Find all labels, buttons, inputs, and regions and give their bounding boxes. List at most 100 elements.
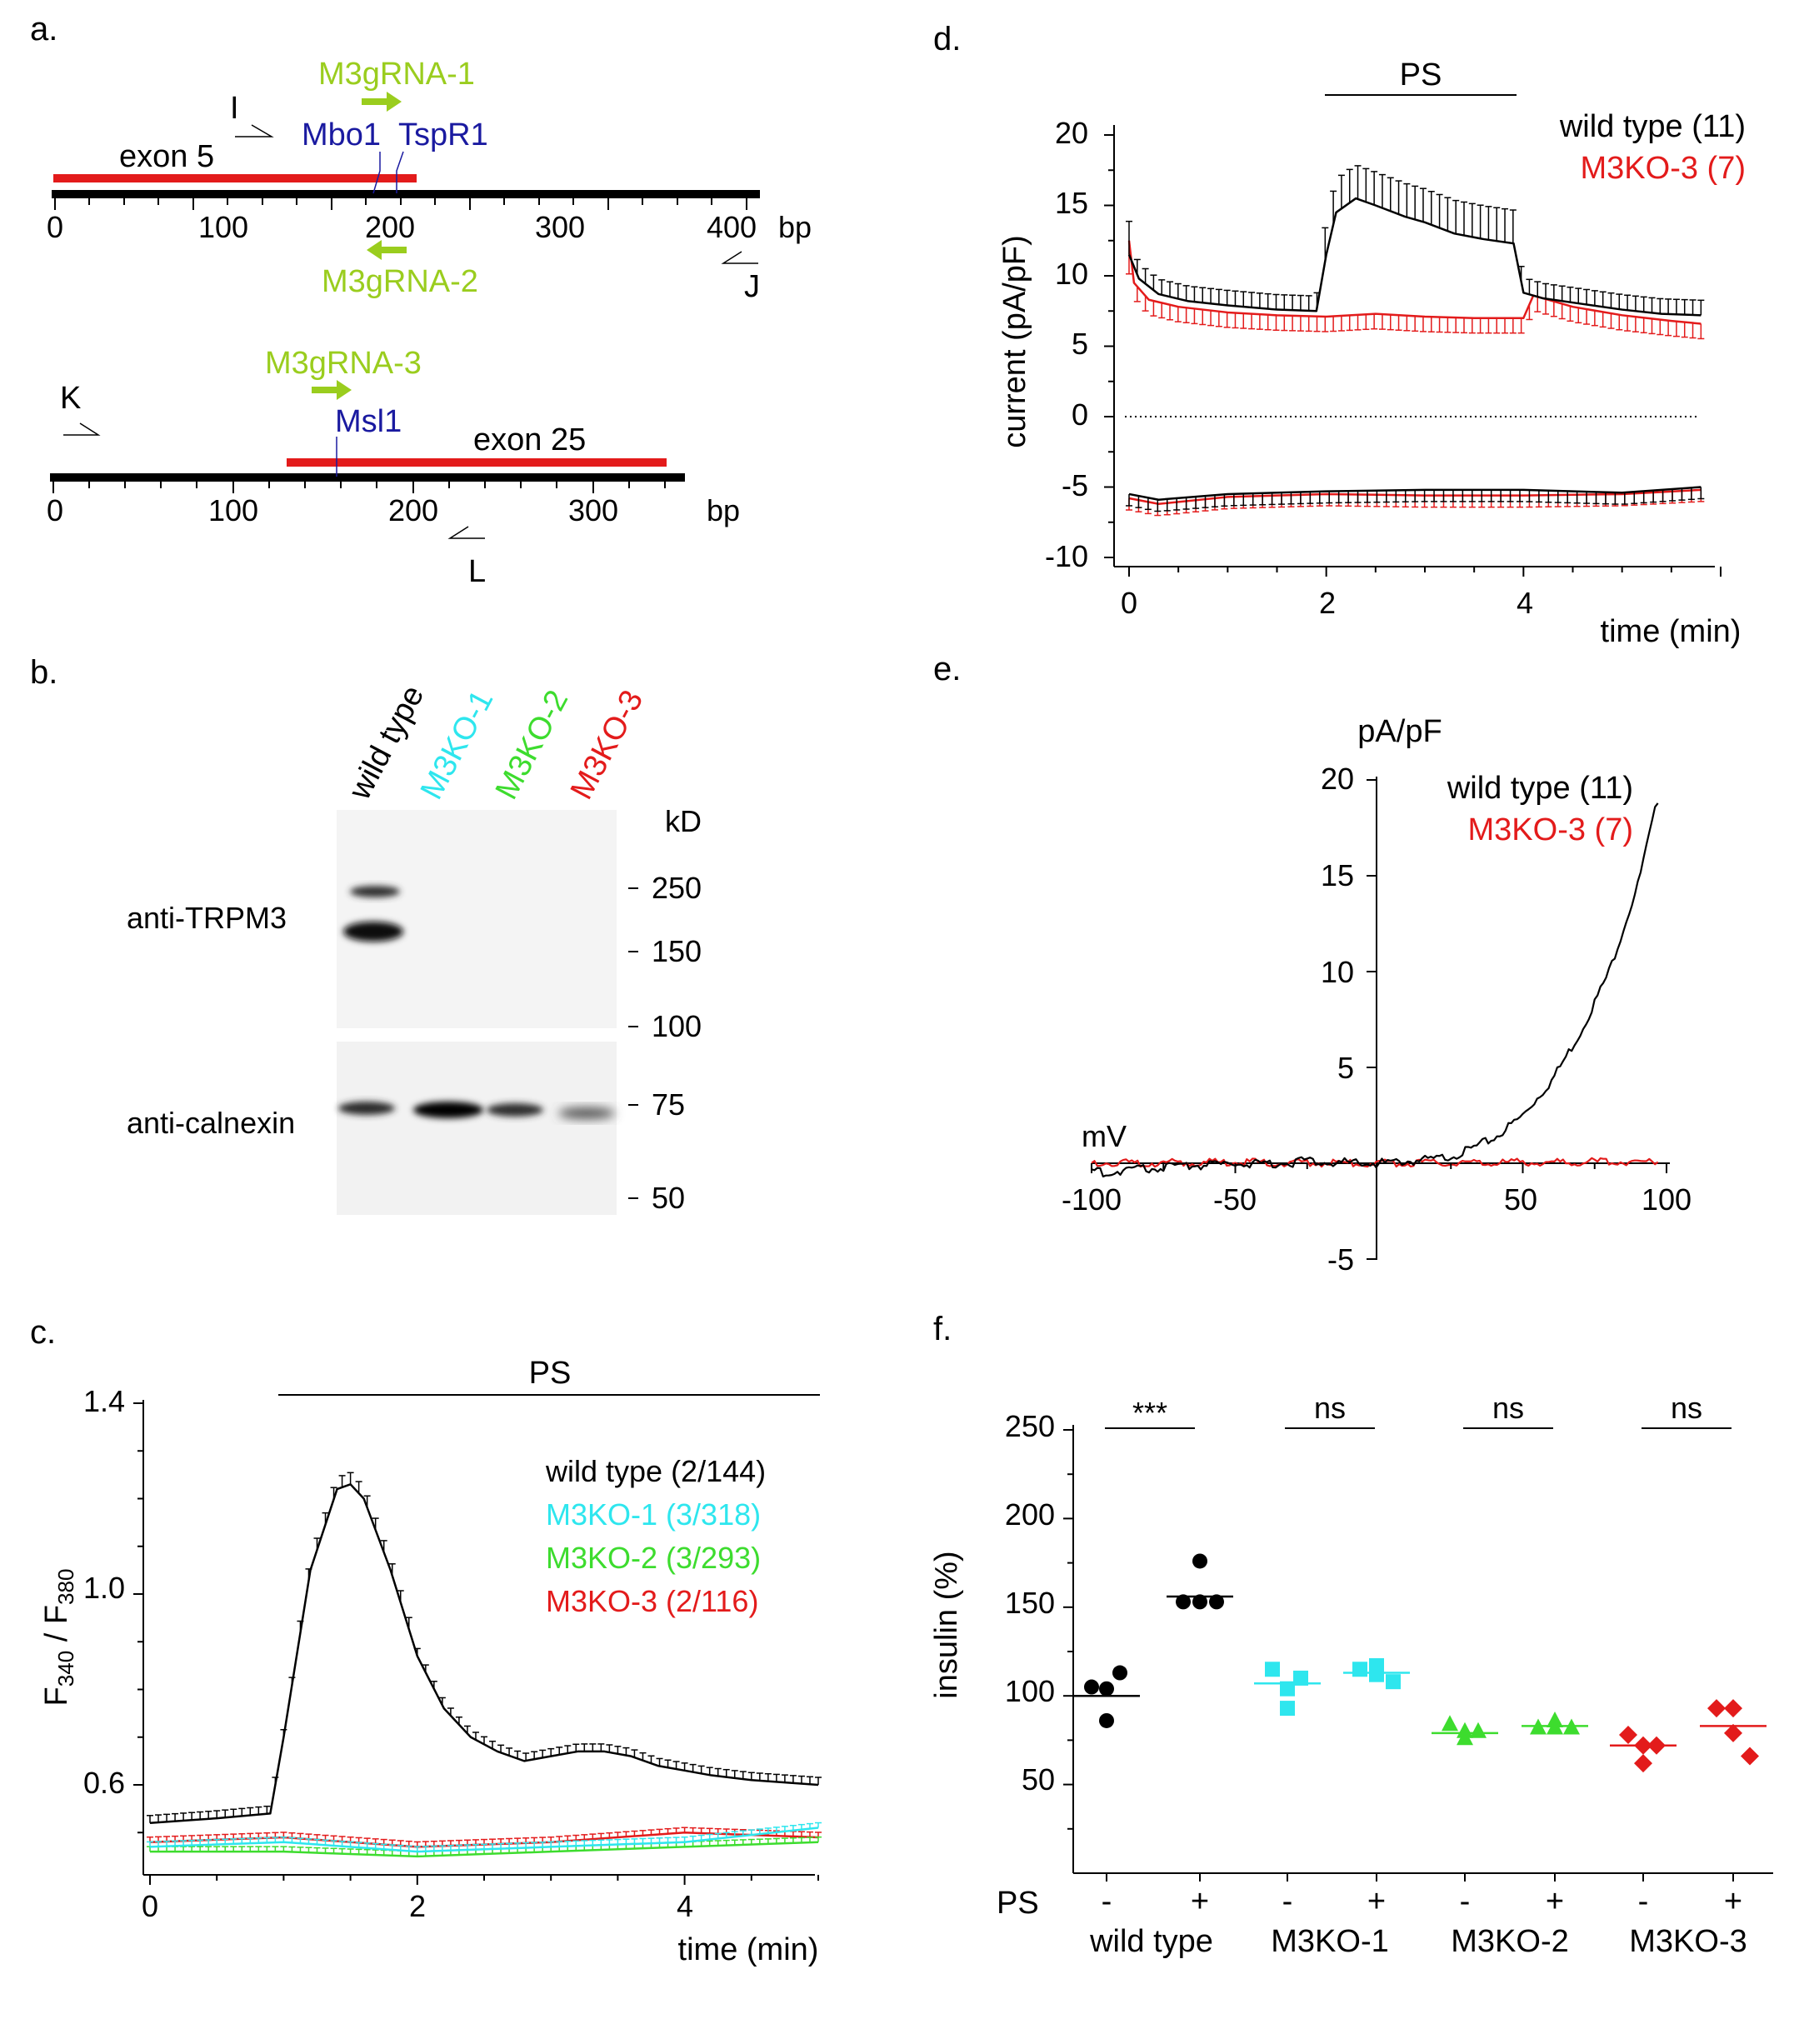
exon5-primer-fwd-arrow (235, 124, 274, 137)
exon5-primer-fwd-label: I (230, 91, 239, 126)
f-point-3-3 (1386, 1674, 1401, 1690)
exon25-region (287, 458, 667, 467)
exon5-tick-400: 400 (707, 210, 757, 244)
f-point-7-3 (1741, 1747, 1759, 1766)
d-plot-area (1104, 134, 1722, 577)
c-xtick-4: 4 (677, 1889, 693, 1923)
f-sign-8: + (1724, 1884, 1742, 1919)
e-plot-area (1091, 779, 1667, 1260)
f-point-3-1 (1352, 1662, 1367, 1677)
exon5-label: exon 5 (119, 139, 214, 174)
f-sign-1: - (1102, 1884, 1112, 1919)
guide-2-arrow (367, 240, 407, 260)
trpm3-band-lower (343, 922, 403, 942)
restriction-site-tspr1: TspR1 (398, 117, 488, 152)
exon5-primer-rev-label: J (744, 269, 760, 304)
trpm3-band-upper (350, 886, 400, 897)
f-sig-label-1: *** (1132, 1396, 1167, 1430)
f-point-4-3 (1457, 1729, 1473, 1746)
d-legend: wild type (11) M3KO-3 (7) (1559, 109, 1746, 186)
f-sign-5: - (1460, 1884, 1471, 1919)
f-point-1-1 (1176, 1594, 1191, 1610)
calnexin-band-lane2 (413, 1102, 483, 1118)
restriction-site-msl1: Msl1 (335, 404, 402, 439)
exon25-label: exon 25 (473, 422, 586, 457)
exon25-sequence-line (50, 473, 685, 482)
guide-2-label: M3gRNA-2 (322, 264, 478, 299)
f-point-6-2 (1634, 1736, 1652, 1755)
d-xtick-4: 4 (1517, 586, 1533, 620)
f-point-6-1 (1647, 1736, 1666, 1755)
f-sig-label-4: ns (1671, 1391, 1702, 1425)
e-xtick-100: 100 (1642, 1182, 1692, 1217)
panel-c: c. PS 1.4 1.0 0.6 0 2 4 time (min) F340 … (30, 1314, 822, 1967)
c-legend-m3ko-3: M3KO-3 (2/116) (546, 1584, 758, 1618)
blot-trpm3-image (337, 810, 617, 1028)
panel-f: f. insulin (%) 250 200 150 100 50 PS - +… (929, 1311, 1773, 1959)
e-legend: wild type (11) M3KO-3 (7) (1447, 771, 1633, 847)
f-ps-label: PS (997, 1886, 1039, 1921)
f-point-5-1 (1530, 1718, 1547, 1735)
c-ylabel: F340 / F380 (39, 1569, 78, 1707)
c-xtick-0: 0 (142, 1889, 158, 1923)
mbo1-cut-line (372, 152, 381, 194)
e-yunit: pA/pF (1357, 714, 1442, 749)
d-stimulus-label: PS (1400, 57, 1442, 92)
calnexin-band-lane1 (338, 1102, 395, 1115)
exon5-primer-rev-arrow (721, 251, 758, 264)
f-ytick-100: 100 (1005, 1674, 1055, 1708)
c-legend: wild type (2/144) M3KO-1 (3/318) M3KO-2 … (545, 1454, 766, 1618)
exon5-region (53, 174, 417, 182)
guide-1-label: M3gRNA-1 (318, 57, 475, 92)
d-legend-wild-type: wild type (11) (1559, 109, 1746, 144)
f-ytick-250: 250 (1005, 1409, 1055, 1443)
c-xtick-2: 2 (409, 1889, 426, 1923)
exon5-unit: bp (778, 210, 812, 244)
f-group-wild-type: wild type (1089, 1924, 1213, 1959)
f-point-7-2 (1724, 1723, 1742, 1742)
marker-250: 250 (652, 871, 702, 905)
e-legend-m3ko-3: M3KO-3 (7) (1468, 812, 1633, 847)
exon25-primer-fwd-arrow (63, 422, 101, 436)
f-sign-2: + (1191, 1884, 1209, 1919)
d-ytick-20: 20 (1055, 116, 1088, 150)
exon25-tick-300: 300 (568, 493, 618, 527)
tspr1-cut-line (396, 151, 404, 193)
exon5-tick-300: 300 (535, 210, 585, 244)
e-legend-wild-type: wild type (11) (1447, 771, 1633, 806)
f-point-1-3 (1209, 1594, 1224, 1610)
f-sign-4: + (1367, 1884, 1386, 1919)
marker-75: 75 (652, 1087, 685, 1122)
f-group-m3ko-1: M3KO-1 (1271, 1924, 1388, 1959)
c-ytick-0.6: 0.6 (83, 1766, 125, 1800)
restriction-site-mbo1: Mbo1 (302, 117, 381, 152)
f-point-0-1 (1112, 1665, 1127, 1681)
f-point-7-1 (1707, 1699, 1726, 1718)
f-sign-7: - (1638, 1884, 1649, 1919)
marker-150: 150 (652, 934, 702, 968)
e-ytick-20: 20 (1321, 762, 1354, 796)
d-legend-m3ko-3: M3KO-3 (7) (1581, 151, 1746, 186)
d-xlabel: time (min) (1601, 614, 1742, 649)
f-point-2-1 (1293, 1670, 1308, 1686)
f-point-4-0 (1442, 1715, 1458, 1732)
exon25-tick-100: 100 (208, 493, 258, 527)
e-xtick-minus50: -50 (1213, 1182, 1257, 1217)
c-legend-m3ko-1: M3KO-1 (3/318) (546, 1497, 761, 1532)
f-point-3-2 (1369, 1667, 1384, 1682)
exon25-primer-rev-arrow (447, 526, 485, 539)
c-xlabel: time (min) (678, 1932, 819, 1967)
e-xtick-minus100: -100 (1062, 1182, 1122, 1217)
c-stimulus-label: PS (529, 1356, 572, 1391)
d-ytick-minus5: -5 (1062, 468, 1088, 502)
c-line-0 (149, 1483, 819, 1825)
panel-label-a: a. (30, 11, 57, 47)
f-point-2-3 (1280, 1701, 1295, 1717)
e-ytick-5: 5 (1337, 1051, 1354, 1085)
guide-3-arrow (312, 380, 352, 400)
f-plot-area (1063, 1429, 1767, 1882)
panel-label-d: d. (933, 21, 961, 57)
f-sig-label-2: ns (1314, 1391, 1346, 1425)
f-ytick-150: 150 (1005, 1586, 1055, 1620)
